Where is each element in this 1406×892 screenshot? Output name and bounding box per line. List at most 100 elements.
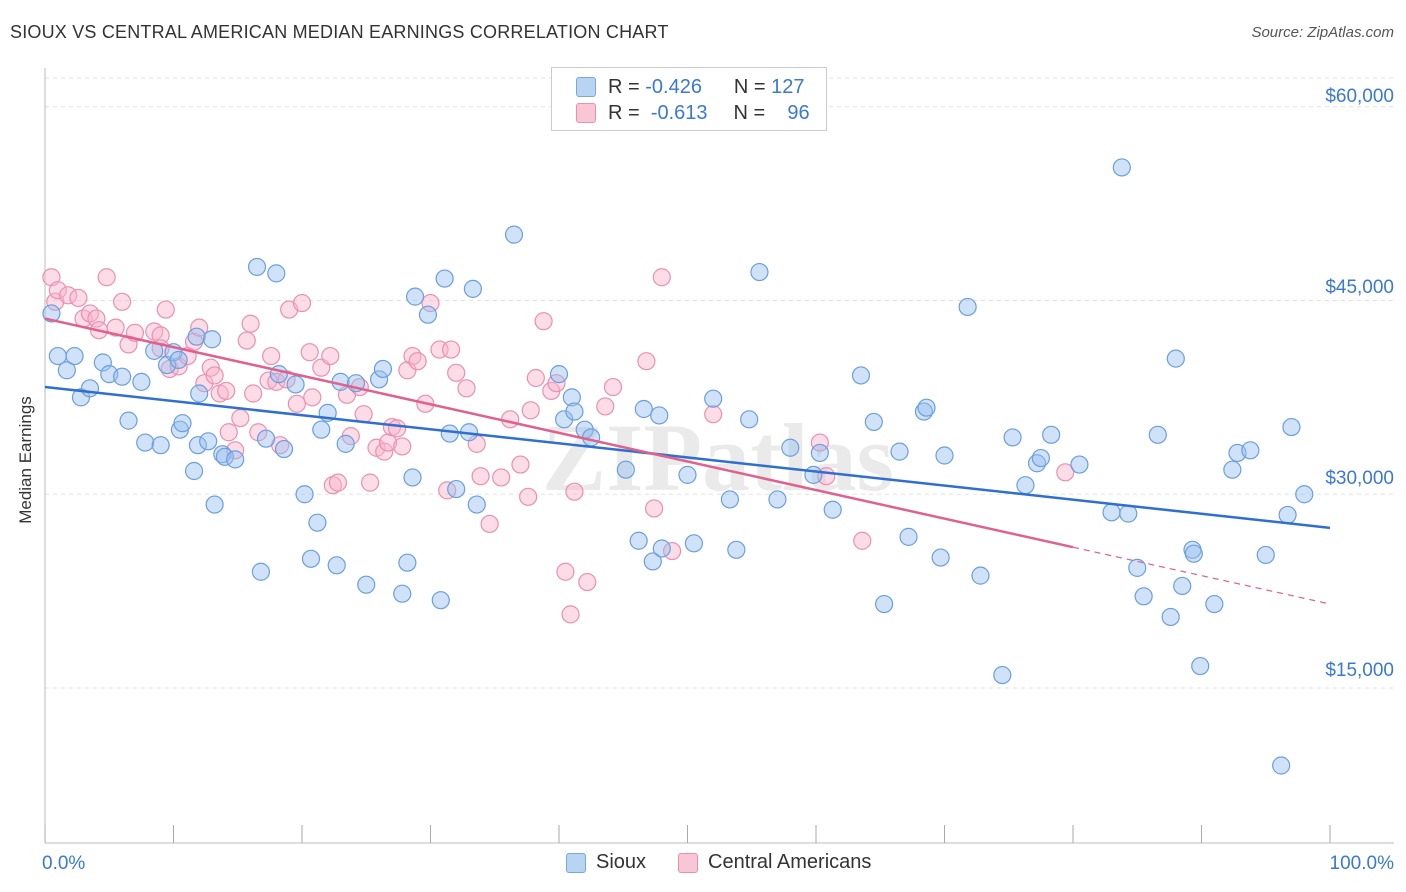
sioux-trendline xyxy=(44,385,1331,530)
data-point xyxy=(373,359,393,379)
data-point xyxy=(501,410,520,429)
data-point xyxy=(132,372,151,391)
data-point xyxy=(519,487,538,506)
data-point xyxy=(899,527,918,546)
data-point xyxy=(643,552,662,571)
data-point xyxy=(241,314,260,333)
data-point xyxy=(173,414,192,433)
data-point xyxy=(616,460,635,479)
data-point xyxy=(851,366,871,385)
chart-title: SIOUX VS CENTRAL AMERICAN MEDIAN EARNING… xyxy=(10,22,669,42)
data-point xyxy=(323,476,342,495)
data-point xyxy=(1282,417,1301,437)
data-point xyxy=(205,495,224,514)
data-point xyxy=(112,292,132,311)
data-point xyxy=(357,575,376,594)
data-point xyxy=(1112,158,1131,177)
data-point xyxy=(704,405,723,424)
data-point xyxy=(447,479,466,499)
data-point xyxy=(202,330,222,349)
central-swatch xyxy=(576,103,596,123)
data-point xyxy=(471,467,490,486)
data-point xyxy=(526,368,545,388)
y-tick-label: $60,000 xyxy=(1325,86,1394,107)
data-point xyxy=(80,379,100,398)
data-point xyxy=(199,432,218,451)
data-point xyxy=(637,352,656,371)
data-point xyxy=(361,473,380,492)
data-point xyxy=(184,332,204,351)
data-point xyxy=(312,420,331,439)
data-point xyxy=(301,549,321,568)
data-point xyxy=(398,553,417,572)
data-point xyxy=(467,495,486,514)
axes xyxy=(44,68,1394,844)
data-point xyxy=(187,327,206,346)
y-tick-label: $30,000 xyxy=(1325,468,1394,489)
data-point xyxy=(440,424,459,443)
data-point xyxy=(1161,607,1180,627)
data-point xyxy=(457,379,476,398)
data-point xyxy=(405,287,425,306)
data-point xyxy=(1184,544,1203,563)
y-axis-label: Median Earnings xyxy=(16,396,35,524)
data-point xyxy=(582,428,601,447)
data-point xyxy=(565,482,584,501)
data-point xyxy=(958,297,977,317)
bottom-legend-label: Central Americans xyxy=(708,851,872,873)
data-point xyxy=(521,401,540,420)
legend-r-value: -0.426 xyxy=(645,75,702,98)
sioux-points xyxy=(42,158,1314,775)
data-point xyxy=(740,410,759,429)
data-point xyxy=(336,434,355,453)
data-point xyxy=(1070,455,1089,474)
data-point xyxy=(603,377,623,397)
data-point xyxy=(87,309,106,328)
data-point xyxy=(119,411,138,430)
data-point xyxy=(93,353,112,372)
data-point xyxy=(69,288,88,308)
data-point xyxy=(48,281,67,300)
data-point xyxy=(151,436,170,455)
data-point xyxy=(823,500,842,519)
data-point xyxy=(226,450,245,469)
data-point xyxy=(650,406,669,425)
data-point xyxy=(247,257,267,277)
central-trendline xyxy=(44,317,1074,549)
data-point xyxy=(864,412,883,432)
x-max-label: 100.0% xyxy=(1329,853,1394,874)
legend-row-sioux: R = -0.426 N = 127 xyxy=(576,74,805,100)
data-point xyxy=(403,346,422,366)
data-point xyxy=(480,514,499,534)
data-point xyxy=(244,384,263,403)
central-americans-points xyxy=(42,268,1075,624)
data-point xyxy=(511,455,530,474)
data-point xyxy=(561,605,580,624)
data-point xyxy=(65,346,84,366)
data-point xyxy=(1119,504,1138,523)
data-point xyxy=(492,468,511,487)
data-point xyxy=(403,468,422,487)
data-point xyxy=(1128,558,1147,577)
data-point xyxy=(219,423,238,442)
data-point xyxy=(917,398,936,417)
data-point xyxy=(169,357,188,376)
grid-lines xyxy=(45,77,1394,689)
data-point xyxy=(295,485,314,504)
legend-n-label: N = xyxy=(733,101,766,124)
data-point xyxy=(1272,756,1291,775)
data-point xyxy=(1241,441,1260,460)
trendlines xyxy=(44,317,1331,605)
data-point xyxy=(267,264,286,283)
data-point xyxy=(596,397,615,416)
legend-n-label: N = xyxy=(733,75,766,98)
data-point xyxy=(1295,485,1314,504)
data-point xyxy=(112,367,132,386)
data-point xyxy=(286,375,305,394)
bottom-legend-label: Sioux xyxy=(596,851,647,873)
data-point xyxy=(1173,576,1192,596)
legend-r-value: -0.613 xyxy=(650,101,708,124)
data-point xyxy=(169,350,188,370)
data-point xyxy=(810,443,829,463)
data-point xyxy=(810,433,829,452)
